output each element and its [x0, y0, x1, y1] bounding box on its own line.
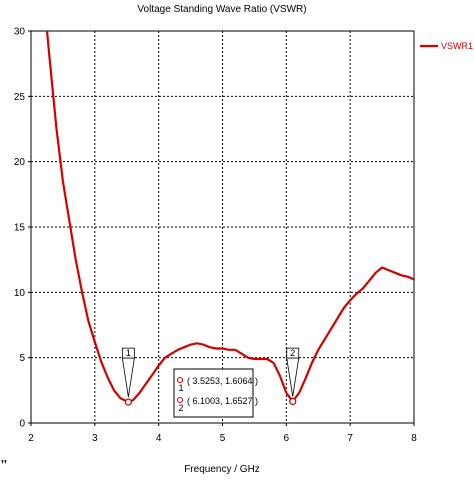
legend: VSWR1 — [420, 41, 473, 51]
x-tick-label: 3 — [92, 433, 98, 444]
marker-label: 2 — [290, 348, 295, 358]
y-tick-label: 30 — [14, 27, 26, 38]
readout-marker-dot — [176, 376, 184, 384]
readout-frame — [173, 368, 254, 418]
marker-readout-box: 1 ( 3.5253, 1.6064 ) 2 ( 6.1003, 1.6527 ) — [173, 368, 258, 418]
y-tick-label: 0 — [19, 419, 25, 430]
x-tick-label: 2 — [28, 433, 34, 444]
legend-label: VSWR1 — [441, 41, 473, 51]
y-tick-label: 15 — [14, 223, 26, 234]
y-axis-ticks: 0 5 10 15 20 25 30 — [14, 27, 31, 430]
chart-title: Voltage Standing Wave Ratio (VSWR) — [137, 4, 306, 15]
readout-value: ( 3.5253, 1.6064 ) — [187, 376, 258, 386]
readout-marker-dot — [176, 396, 184, 404]
x-tick-label: 4 — [156, 433, 162, 444]
marker-label: 1 — [126, 348, 131, 358]
x-tick-label: 7 — [347, 433, 353, 444]
series-line-vswr1 — [45, 31, 414, 404]
marker-pointer — [286, 357, 300, 397]
series-layer — [45, 31, 414, 404]
grid-lines — [31, 31, 414, 423]
x-axis-label: Frequency / GHz — [184, 464, 260, 475]
stray-mark: " — [0, 458, 8, 473]
x-axis-ticks: 2 3 4 5 6 7 8 — [28, 423, 417, 444]
x-tick-label: 5 — [220, 433, 226, 444]
marker-point — [124, 398, 132, 406]
marker-pointer — [121, 357, 135, 398]
marker-point — [289, 397, 297, 406]
y-tick-label: 10 — [14, 288, 26, 299]
x-tick-label: 8 — [411, 433, 417, 444]
y-tick-label: 20 — [14, 157, 26, 168]
readout-marker-index: 2 — [178, 403, 183, 413]
y-tick-label: 5 — [19, 353, 25, 364]
x-tick-label: 6 — [284, 433, 290, 444]
readout-marker-index: 1 — [178, 383, 183, 393]
y-tick-label: 25 — [14, 92, 26, 103]
readout-value: ( 6.1003, 1.6527 ) — [187, 396, 258, 406]
